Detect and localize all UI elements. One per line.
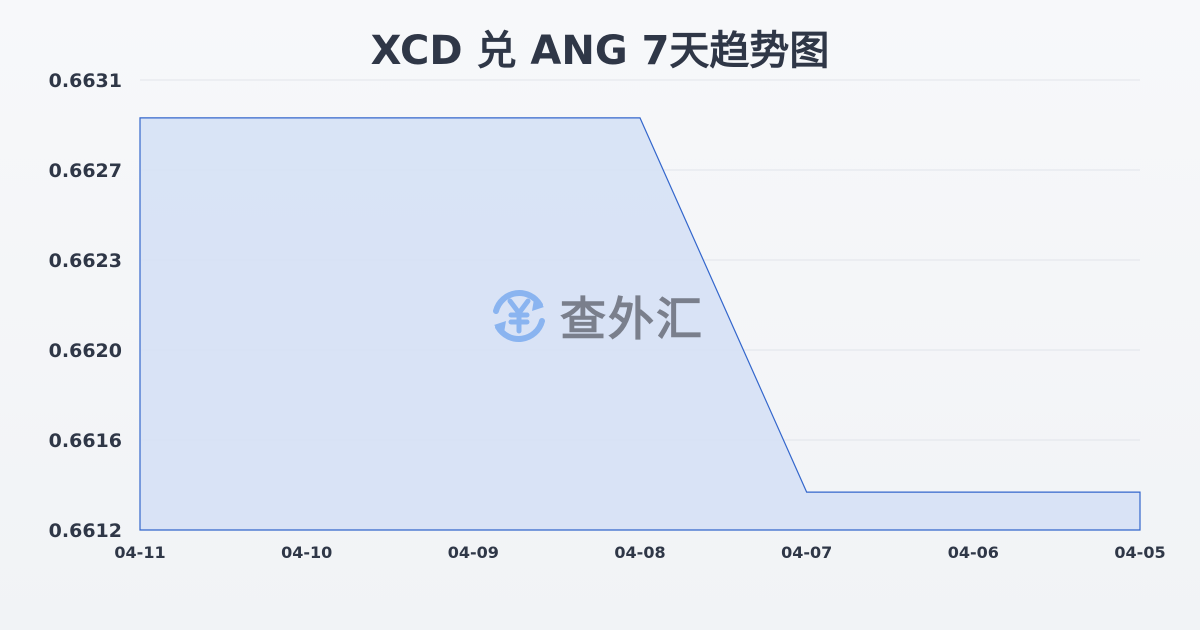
x-tick-label: 04-10 — [281, 543, 332, 562]
y-tick-label: 0.6627 — [49, 160, 122, 182]
y-tick-label: 0.6612 — [49, 520, 122, 542]
x-tick-label: 04-07 — [781, 543, 832, 562]
y-tick-label: 0.6623 — [49, 250, 122, 272]
x-tick-label: 04-05 — [1114, 543, 1165, 562]
y-tick-label: 0.6616 — [49, 430, 122, 452]
chart-title: XCD 兑 ANG 7天趋势图 — [370, 28, 830, 74]
x-tick-label: 04-09 — [448, 543, 499, 562]
x-tick-label: 04-11 — [114, 543, 165, 562]
area-series — [139, 117, 1141, 531]
watermark-text: 查外汇 — [560, 292, 704, 346]
x-tick-label: 04-08 — [614, 543, 665, 562]
y-tick-label: 0.6620 — [49, 340, 122, 362]
watermark: 查外汇 — [488, 283, 704, 349]
x-tick-label: 04-06 — [948, 543, 999, 562]
yen-exchange-icon — [493, 290, 545, 342]
y-tick-label: 0.6631 — [49, 70, 122, 92]
